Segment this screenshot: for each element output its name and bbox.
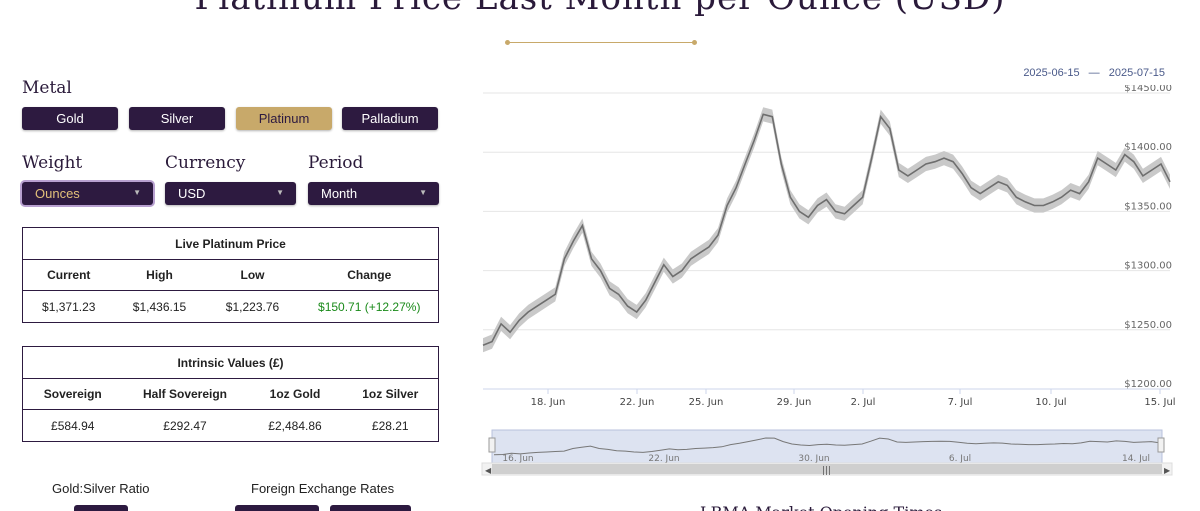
scrollbar-grip-icon[interactable]: |||	[822, 466, 831, 476]
price-range-band	[483, 107, 1170, 353]
metal-button-silver[interactable]: Silver	[129, 107, 225, 130]
y-tick-label: $1200.00	[1124, 379, 1172, 390]
y-tick-label: $1400.00	[1124, 142, 1172, 153]
live-price-low: $1,223.76	[225, 299, 280, 314]
chevron-down-icon: ▼	[419, 188, 427, 197]
weight-select-value: Ounces	[35, 186, 80, 201]
intrinsic-header-1oz-gold: 1oz Gold	[247, 378, 343, 410]
metal-label: Metal	[22, 78, 72, 98]
navigator-scrollbar-thumb[interactable]	[492, 464, 1162, 474]
intrinsic-1oz-silver: £28.21	[371, 418, 409, 433]
live-price-change: $150.71 (+12.27%)	[318, 299, 421, 314]
navigator-tick-label: 22. Jun	[648, 454, 679, 464]
metal-button-gold[interactable]: Gold	[22, 107, 118, 130]
title-rule	[508, 42, 696, 43]
live-price-high: $1,436.15	[132, 299, 187, 314]
navigator-tick-label: 14. Jul	[1122, 454, 1150, 464]
live-price-current: $1,371.23	[42, 299, 96, 314]
price-chart: $1200.00 $1250.00 $1300.00 $1350.00 $1400.00…	[482, 85, 1176, 408]
metal-button-palladium[interactable]: Palladium	[342, 107, 438, 130]
navigator-line	[493, 437, 1161, 456]
intrinsic-half-sovereign: £292.47	[163, 418, 207, 433]
x-tick-label: 18. Jun	[531, 397, 566, 408]
gold-silver-ratio-label: Gold:Silver Ratio	[52, 481, 150, 496]
currency-select[interactable]: USD ▼	[165, 182, 296, 205]
period-select-value: Month	[321, 186, 358, 201]
live-price-header-low: Low	[204, 259, 301, 291]
x-tick-label: 7. Jul	[948, 397, 973, 408]
currency-select-value: USD	[178, 186, 206, 201]
currency-label: Currency	[165, 153, 246, 173]
period-label: Period	[308, 153, 364, 173]
fx-button-1[interactable]	[235, 505, 319, 511]
scroll-left-arrow-icon[interactable]: ◀	[485, 466, 492, 475]
intrinsic-caption: Intrinsic Values (£)	[22, 346, 439, 379]
live-price-header-high: High	[114, 259, 205, 291]
ratio-button[interactable]	[74, 505, 128, 511]
y-tick-label: $1250.00	[1124, 320, 1172, 331]
live-price-header-change: Change	[300, 259, 439, 291]
scroll-right-arrow-icon[interactable]: ▶	[1164, 466, 1171, 475]
x-tick-label: 2. Jul	[851, 397, 876, 408]
chart-navigator[interactable]: 16. Jun 22. Jun 30. Jun 6. Jul 14. Jul ◀ ▶ |…	[480, 428, 1180, 478]
x-tick-label: 25. Jun	[689, 397, 724, 408]
range-start: 2025-06-15	[1023, 67, 1080, 79]
range-separator: —	[1088, 67, 1100, 79]
price-line	[482, 113, 1171, 346]
metal-button-platinum[interactable]: Platinum	[236, 107, 332, 130]
range-end: 2025-07-15	[1108, 67, 1165, 79]
intrinsic-header-sovereign: Sovereign	[22, 378, 123, 410]
title-rule-dot-right	[692, 40, 697, 45]
period-select[interactable]: Month ▼	[308, 182, 439, 205]
intrinsic-sovereign: £584.94	[51, 418, 95, 433]
chart-date-range: 2025-06-15 — 2025-07-15	[1020, 67, 1168, 79]
y-tick-label: $1450.00	[1124, 85, 1172, 94]
intrinsic-header-1oz-silver: 1oz Silver	[342, 378, 439, 410]
weight-select[interactable]: Ounces ▼	[22, 182, 153, 205]
title-rule-dot-left	[505, 40, 510, 45]
x-tick-label: 29. Jun	[777, 397, 812, 408]
live-price-header-current: Current	[22, 259, 115, 291]
fx-button-2[interactable]	[330, 505, 411, 511]
chevron-down-icon: ▼	[276, 188, 284, 197]
navigator-tick-label: 6. Jul	[949, 454, 971, 464]
chevron-down-icon: ▼	[133, 188, 141, 197]
page-title: Platinum Price Last Month per Ounce (USD…	[0, 0, 1200, 18]
navigator-tick-label: 16. Jun	[502, 454, 533, 464]
y-tick-label: $1350.00	[1124, 201, 1172, 212]
live-price-table: Live Platinum Price Current High Low Cha…	[22, 227, 439, 323]
y-tick-label: $1300.00	[1124, 261, 1172, 272]
fx-rates-label: Foreign Exchange Rates	[251, 481, 395, 496]
x-tick-label: 22. Jun	[620, 397, 655, 408]
intrinsic-1oz-gold: £2,484.86	[268, 418, 322, 433]
weight-label: Weight	[22, 153, 83, 173]
navigator-tick-label: 30. Jun	[798, 454, 829, 464]
navigator-handle-left[interactable]	[488, 437, 496, 453]
navigator-handle-right[interactable]	[1157, 437, 1165, 453]
live-price-caption: Live Platinum Price	[22, 227, 439, 260]
intrinsic-values-table: Intrinsic Values (£) Sovereign Half Sove…	[22, 346, 439, 442]
market-times-heading: LBMA Market Opening Times	[700, 503, 942, 511]
x-tick-label: 15. Jul	[1144, 397, 1175, 408]
intrinsic-header-half-sovereign: Half Sovereign	[122, 378, 248, 410]
x-tick-label: 10. Jul	[1035, 397, 1066, 408]
